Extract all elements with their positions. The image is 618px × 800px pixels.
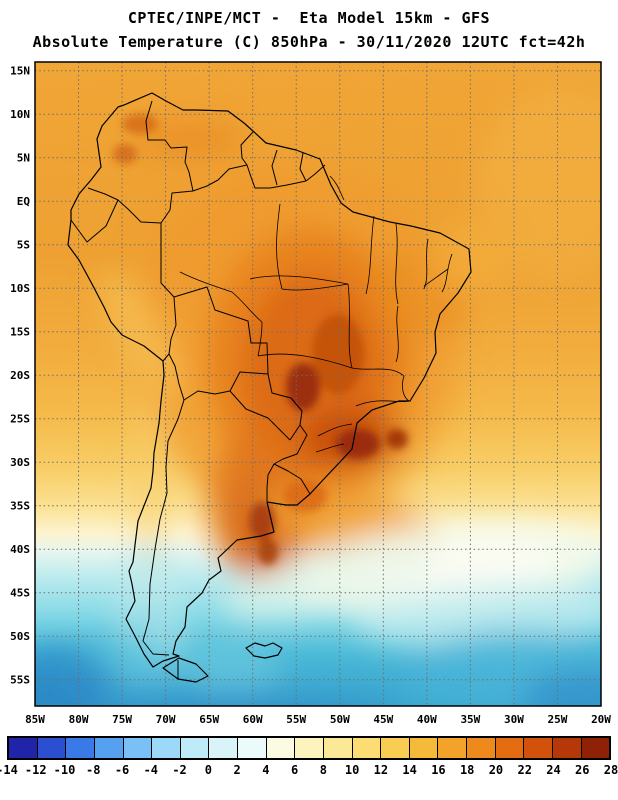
lon-axis-labels: 85W 80W 75W 70W 65W 60W 55W 50W 45W 40W 35W 30W 25W 2… (25, 713, 611, 726)
lat-tick-label: 35S (10, 500, 30, 513)
temperature-field (35, 62, 601, 706)
map-frame (34, 61, 602, 707)
lat-axis-labels: 15N 10N 5N EQ 5S 10S 15S 20S 25S 30S 35S 40S 45S 50S 5… (10, 65, 30, 687)
colorbar: -14-12-10-8-6-4-202468101214161820222426… (0, 736, 618, 781)
colorbar-cell (581, 738, 610, 758)
colorbar-cell (352, 738, 382, 758)
colorbar-cell (381, 738, 410, 758)
lat-tick-label: 25S (10, 413, 30, 426)
colorbar-tick-label: 0 (204, 763, 212, 777)
colorbar-tick-label: -4 (143, 763, 159, 777)
colorbar-tick-label: -12 (24, 763, 47, 777)
lat-tick-label: 5S (17, 239, 30, 252)
colorbar-cell (495, 738, 525, 758)
colorbar-tick-label: -2 (172, 763, 187, 777)
colorbar-cell (438, 738, 467, 758)
colorbar-cell (552, 738, 582, 758)
colorbar-tick-label: 22 (517, 763, 532, 777)
lat-tick-label: 45S (10, 587, 30, 600)
colorbar-tick-label: 2 (233, 763, 241, 777)
colorbar-tick-label: 4 (262, 763, 270, 777)
weather-map-page: CPTEC/INPE/MCT - Eta Model 15km - GFS Ab… (0, 0, 618, 781)
colorbar-cell (238, 738, 267, 758)
lon-tick-label: 50W (330, 713, 350, 726)
colorbar-cells (7, 736, 611, 760)
colorbar-cell (266, 738, 296, 758)
brazil-state-borders (179, 175, 453, 453)
colorbar-tick-label: -10 (53, 763, 76, 777)
colorbar-tick-label: 10 (344, 763, 360, 777)
colorbar-cell (94, 738, 124, 758)
chart-title-line2: Absolute Temperature (C) 850hPa - 30/11/… (32, 33, 586, 51)
colorbar-cell (37, 738, 67, 758)
colorbar-tick-label: -8 (86, 763, 101, 777)
lon-tick-label: 30W (504, 713, 524, 726)
colorbar-tick-label: -14 (0, 763, 18, 777)
lat-tick-label: 55S (10, 674, 30, 687)
lon-tick-label: 25W (548, 713, 568, 726)
colorbar-tick-label: 20 (488, 763, 504, 777)
lon-tick-label: 60W (243, 713, 263, 726)
colorbar-cell (323, 738, 353, 758)
colorbar-cell (152, 738, 181, 758)
country-borders (70, 100, 326, 656)
coastline (67, 92, 472, 668)
colorbar-cell (66, 738, 95, 758)
colorbar-tick-label: 28 (603, 763, 618, 777)
lat-tick-label: EQ (17, 195, 31, 208)
colorbar-tick-label: 26 (575, 763, 590, 777)
colorbar-tick-label: -6 (114, 763, 130, 777)
temperature-map: 15N 10N 5N EQ 5S 10S 15S 20S 25S 30S 35S 40S 45S 50S 5… (10, 61, 611, 726)
chart-header: CPTEC/INPE/MCT - Eta Model 15km - GFS Ab… (0, 0, 618, 54)
colorbar-tick-label: 16 (431, 763, 446, 777)
lat-tick-label: 30S (10, 456, 30, 469)
lat-tick-label: 10N (10, 108, 30, 121)
lon-tick-label: 20W (591, 713, 611, 726)
lon-tick-label: 70W (156, 713, 176, 726)
lat-tick-label: 20S (10, 369, 30, 382)
lon-tick-label: 85W (25, 713, 45, 726)
lon-tick-label: 55W (286, 713, 306, 726)
colorbar-cell (409, 738, 439, 758)
geography (67, 92, 472, 683)
falkland-islands (245, 642, 283, 659)
colorbar-tick-labels: -14-12-10-8-6-4-202468101214161820222426… (0, 763, 618, 781)
colorbar-tick-label: 14 (402, 763, 417, 777)
colorbar-tick-label: 6 (290, 763, 299, 777)
lon-tick-label: 65W (199, 713, 219, 726)
lon-tick-label: 35W (460, 713, 480, 726)
lon-tick-label: 45W (373, 713, 393, 726)
lat-tick-label: 5N (17, 152, 30, 165)
chart-title-line1: CPTEC/INPE/MCT - Eta Model 15km - GFS (127, 9, 491, 27)
lat-tick-label: 15N (10, 65, 30, 78)
lon-tick-label: 40W (417, 713, 437, 726)
lat-tick-label: 10S (10, 282, 30, 295)
colorbar-cell (467, 738, 496, 758)
colorbar-cell (295, 738, 324, 758)
colorbar-tick-label: 8 (319, 763, 327, 777)
tierra-del-fuego-island (162, 657, 209, 683)
lat-tick-label: 40S (10, 543, 30, 556)
colorbar-cell (180, 738, 210, 758)
colorbar-cell (123, 738, 153, 758)
colorbar-tick-label: 18 (459, 763, 475, 777)
colorbar-cell (524, 738, 553, 758)
colorbar-tick-label: 24 (546, 763, 561, 777)
lat-tick-label: 15S (10, 326, 30, 339)
lat-tick-label: 50S (10, 630, 30, 643)
colorbar-tick-label: 12 (373, 763, 389, 777)
lon-tick-label: 75W (112, 713, 132, 726)
colorbar-cell (209, 738, 238, 758)
lon-tick-label: 80W (69, 713, 89, 726)
colorbar-cell (9, 738, 38, 758)
